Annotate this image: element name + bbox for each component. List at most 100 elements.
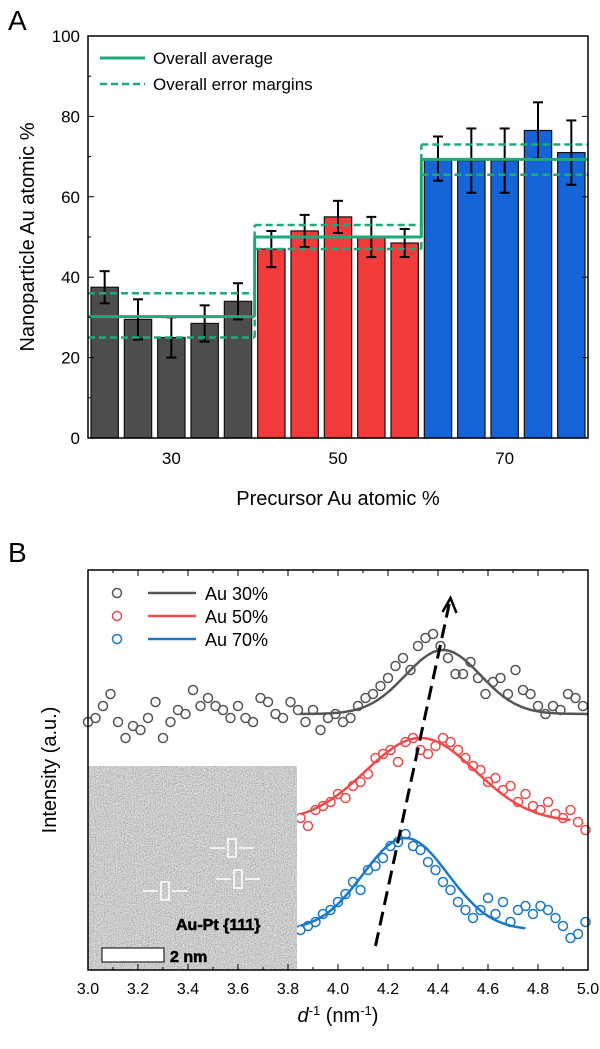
x-tick-label: 3.2 (127, 981, 149, 998)
data-point (325, 904, 336, 916)
data-point (302, 820, 314, 832)
data-point (572, 816, 584, 828)
data-point (332, 896, 344, 908)
data-point (427, 628, 439, 640)
x-axis-label-part: ) (372, 1005, 379, 1027)
data-point (295, 812, 306, 824)
x-tick-label: 4.2 (377, 981, 399, 998)
y-axis-label: Intensity (a.u.) (39, 707, 61, 834)
data-point (445, 736, 456, 748)
data-point (202, 692, 214, 704)
y-tick-label: 100 (52, 27, 80, 46)
data-point (405, 664, 416, 676)
data-point (577, 700, 589, 712)
bar (457, 160, 486, 439)
data-point (580, 916, 591, 928)
data-point (112, 716, 124, 728)
y-tick-label: 20 (61, 349, 80, 368)
data-point (277, 712, 289, 724)
data-point (490, 772, 501, 784)
bar (490, 160, 519, 439)
bar (90, 286, 119, 439)
x-tick-label: 4.6 (477, 981, 499, 998)
fit-curve (300, 648, 588, 716)
x-tick-label: 4.4 (427, 981, 449, 998)
y-axis-label: Nanoparticle Au atomic % (17, 122, 39, 351)
x-axis-label: d-1 (nm-1) (298, 1003, 379, 1028)
data-point (300, 716, 311, 728)
data-point (565, 804, 576, 816)
x-axis-label-part: -1 (309, 1003, 321, 1018)
data-point (570, 692, 581, 704)
x-tick-label: 3.4 (177, 981, 199, 998)
data-point (397, 652, 409, 664)
y-tick-label: 0 (71, 429, 80, 448)
bar (557, 151, 586, 439)
y-tick-label: 60 (61, 188, 80, 207)
data-point (550, 912, 561, 924)
lattice-marker (160, 881, 170, 901)
bar (357, 236, 386, 439)
x-axis-label-part: -1 (360, 1003, 372, 1018)
data-point (532, 700, 544, 712)
lattice-marker (227, 838, 237, 858)
x-tick-label: 4.0 (327, 981, 349, 998)
data-point (520, 788, 531, 800)
data-point (385, 744, 396, 756)
data-point (285, 696, 296, 708)
x-tick-label: 3.8 (277, 981, 299, 998)
legend-label: Au 50% (205, 607, 268, 627)
data-point (452, 896, 464, 908)
x-tick-label: 30 (162, 449, 181, 468)
panel-label-b: B (8, 537, 27, 568)
x-tick-label: 3.6 (227, 981, 249, 998)
x-axis-label-part: d (298, 1005, 310, 1027)
data-point (445, 884, 456, 896)
data-point (510, 664, 521, 676)
data-point (345, 712, 356, 724)
data-point (352, 700, 364, 712)
data-point (480, 688, 491, 700)
data-point (165, 716, 176, 728)
data-point (187, 684, 199, 696)
data-point (475, 904, 486, 916)
data-point (90, 712, 101, 724)
data-point (495, 672, 506, 684)
data-point (180, 708, 191, 720)
trend-arrow (374, 597, 452, 947)
x-axis-label: Precursor Au atomic % (236, 488, 440, 510)
data-point (412, 640, 424, 652)
data-point (415, 844, 426, 856)
data-point (422, 748, 434, 760)
scale-bar-label: 2 nm (170, 949, 207, 966)
data-point (97, 700, 109, 712)
data-point (217, 704, 229, 716)
data-point (482, 892, 494, 904)
data-point (355, 776, 366, 788)
legend-margin-label: Overall error margins (153, 75, 313, 94)
data-point (377, 852, 389, 864)
data-point (437, 876, 449, 888)
data-point (442, 652, 454, 664)
data-point (527, 908, 539, 920)
data-point (490, 908, 501, 920)
data-point (422, 856, 434, 868)
data-point (135, 724, 146, 736)
y-tick-label: 80 (61, 107, 80, 126)
data-point (375, 680, 386, 692)
x-axis-label-part: (nm (320, 1005, 360, 1027)
legend-average-label: Overall average (153, 49, 273, 68)
legend-marker (111, 587, 123, 599)
data-point (142, 712, 154, 724)
data-point (150, 696, 161, 708)
x-tick-label: 70 (495, 449, 514, 468)
x-tick-label: 4.8 (527, 981, 549, 998)
inset-label: Au-Pt {111} (176, 917, 260, 934)
data-point (315, 724, 326, 736)
data-point (580, 824, 591, 836)
data-point (382, 672, 394, 684)
data-point (367, 688, 379, 700)
legend-label: Au 30% (205, 584, 268, 604)
